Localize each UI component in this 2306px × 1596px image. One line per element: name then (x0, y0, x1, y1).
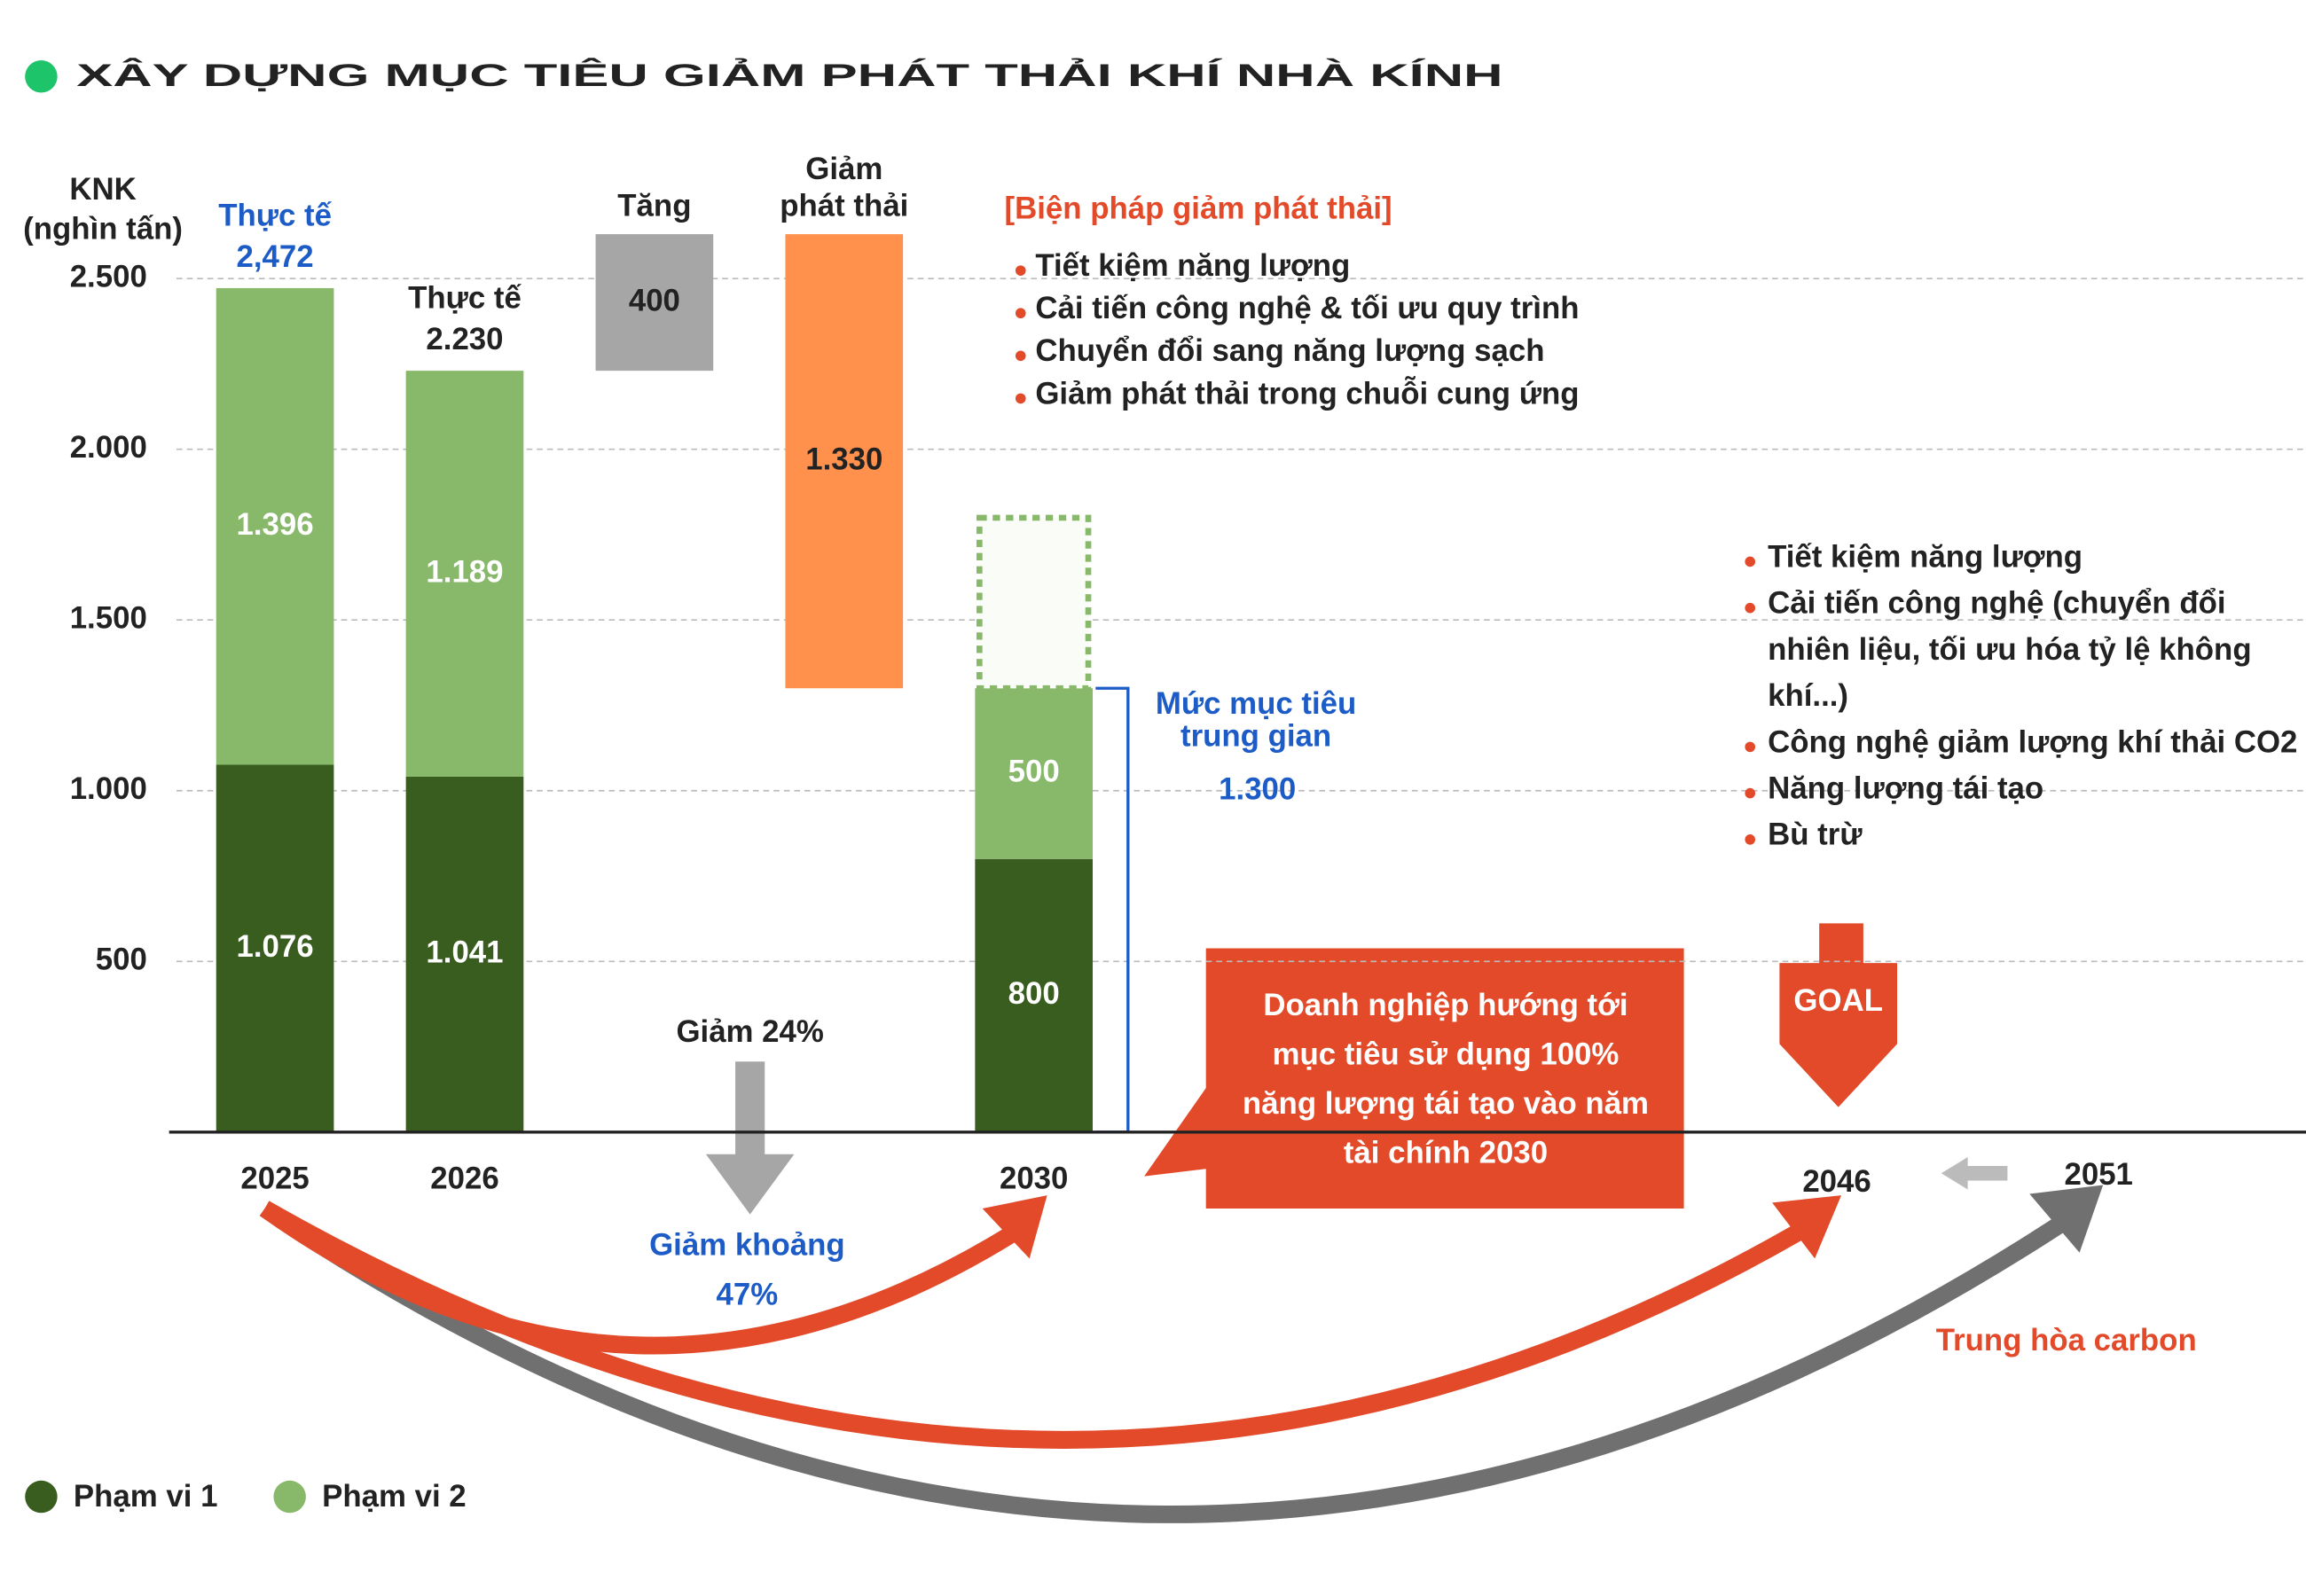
measures-title: [Biện pháp giảm phát thải] (1005, 191, 1392, 225)
timeline-label: 2051 (2064, 1157, 2132, 1192)
arrow-head (982, 1195, 1047, 1259)
callout-text: tài chính 2030 (1344, 1136, 1548, 1170)
neutral-label: Trung hòa carbon (1936, 1323, 2197, 1357)
bar-segment (405, 371, 524, 777)
y-axis-label: (nghìn tấn) (23, 212, 183, 246)
long-term-item: khí...) (1768, 678, 1848, 713)
bullet (1015, 350, 1026, 362)
bullet (1745, 741, 1756, 753)
callout-text: mục tiêu sử dụng 100% (1273, 1037, 1620, 1072)
target-title: trung gian (1180, 719, 1331, 754)
annotation: 47% (717, 1278, 779, 1312)
total-title: Thực tế (218, 199, 332, 233)
legend-swatch (25, 1480, 58, 1514)
value-label: 500 (1008, 755, 1060, 789)
y-tick-label: 1.500 (70, 600, 147, 635)
goal-label: GOAL (1793, 983, 1883, 1018)
timeline-label: 2046 (1802, 1164, 1871, 1199)
legend-label: Phạm vi 1 (74, 1479, 218, 1514)
arrow-head (1772, 1195, 1842, 1259)
down-arrow (705, 1061, 795, 1215)
goal-arrow (1779, 923, 1898, 1107)
long-term-item: Cải tiến công nghệ (chuyển đổi (1768, 586, 2225, 621)
value-label: 1.041 (426, 935, 503, 970)
x-tick-label: 2030 (1000, 1162, 1068, 1196)
small-arrow (1941, 1157, 2008, 1190)
value-label: 1.076 (237, 929, 314, 964)
annotation: Giảm 24% (676, 1014, 823, 1049)
legend-swatch (273, 1480, 306, 1514)
total-label: 2,472 (237, 239, 314, 274)
long-term-item: Năng lượng tái tạo (1768, 771, 2043, 805)
bar-segment (975, 688, 1094, 859)
measure-item: Tiết kiệm năng lượng (1035, 248, 1350, 283)
long-term-item: Tiết kiệm năng lượng (1768, 539, 2082, 574)
value-label: 800 (1008, 976, 1060, 1011)
bar-segment (405, 776, 524, 1132)
target-label: 1.300 (1219, 771, 1296, 806)
total-title: Thực tế (408, 281, 522, 316)
target-bracket (1095, 686, 1130, 1134)
bar-segment (216, 764, 334, 1132)
y-tick-label: 500 (96, 942, 147, 976)
ghost-box (977, 514, 1092, 692)
long-term-item: Công nghệ giảm lượng khí thải CO2 (1768, 724, 2297, 759)
y-tick-label: 2.000 (70, 430, 147, 465)
title-dot (25, 60, 58, 93)
y-tick-label: 2.500 (70, 259, 147, 293)
arrow-2030 (259, 1201, 1020, 1355)
waterfall-bar (785, 234, 904, 689)
total-label: 2.230 (426, 322, 503, 356)
bullet (1745, 556, 1756, 567)
long-term-item: nhiên liệu, tối ưu hóa tỷ lệ không (1768, 632, 2251, 667)
waterfall-title: Giảm (805, 152, 882, 186)
y-tick-label: 1.000 (70, 771, 147, 806)
arrow-head (2029, 1185, 2104, 1253)
bar-segment (216, 287, 334, 765)
long-term-item: Bù trừ (1768, 818, 1863, 852)
y-axis-label: KNK (69, 172, 136, 207)
value-label: 1.189 (426, 554, 503, 589)
waterfall-label: 1.330 (805, 442, 882, 476)
bullet (1015, 393, 1026, 404)
target-title: Mức mục tiêu (1156, 686, 1356, 721)
waterfall-title: Tăng (617, 188, 691, 223)
bullet (1745, 602, 1756, 614)
annotation: Giảm khoảng (649, 1227, 845, 1262)
measure-item: Chuyển đổi sang năng lượng sạch (1035, 333, 1544, 368)
bullet (1015, 308, 1026, 319)
callout-text: năng lượng tái tạo vào năm (1243, 1086, 1649, 1121)
callout-box (1144, 948, 1684, 1209)
measure-item: Cải tiến công nghệ & tối ưu quy trình (1035, 291, 1579, 325)
bullet (1745, 787, 1756, 799)
value-label: 1.396 (237, 507, 314, 542)
callout-text: Doanh nghiệp hướng tới (1263, 988, 1628, 1022)
bullet (1745, 834, 1756, 845)
chart-title: XÂY DỰNG MỤC TIÊU GIẢM PHÁT THẢI KHÍ NHÀ… (76, 58, 1502, 93)
x-tick-label: 2025 (240, 1162, 309, 1196)
legend-label: Phạm vi 2 (322, 1479, 467, 1514)
waterfall-bar (595, 234, 714, 372)
measure-item: Giảm phát thải trong chuỗi cung ứng (1035, 375, 1579, 411)
arrow-neutral (259, 1201, 2076, 1523)
waterfall-label: 400 (629, 283, 680, 317)
waterfall-title: phát thải (780, 188, 908, 223)
x-tick-label: 2026 (430, 1162, 498, 1196)
bullet (1015, 265, 1026, 276)
bar-segment (975, 858, 1094, 1132)
